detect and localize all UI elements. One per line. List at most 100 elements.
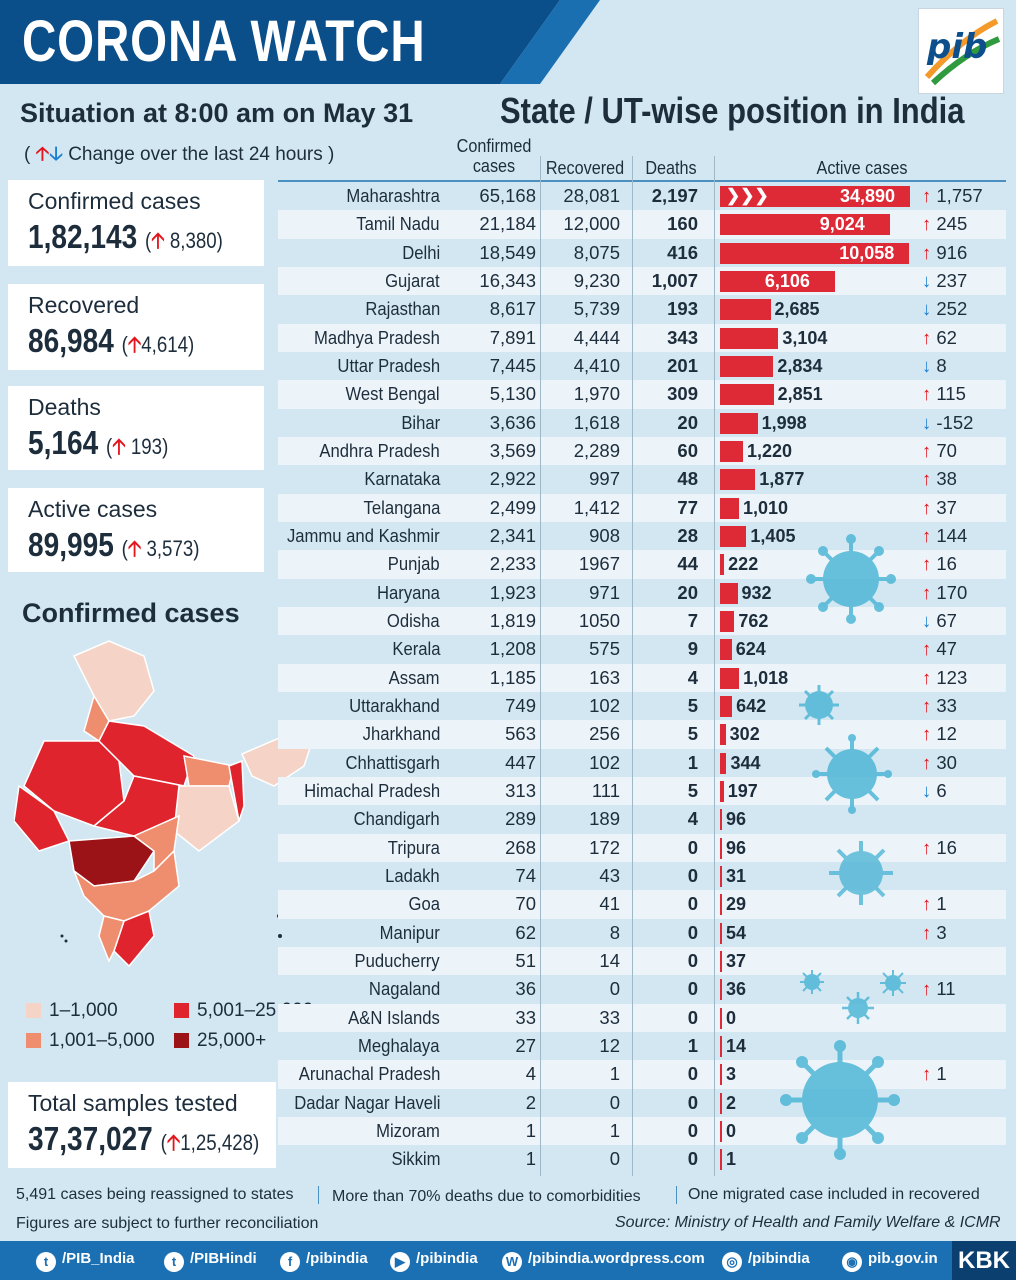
active-bar [720, 695, 733, 717]
arrow-up-icon: ↑ [922, 978, 932, 1000]
change-indicator: ↑ 115 [922, 380, 966, 408]
active-bar [720, 1064, 722, 1086]
deaths-value: 48 [677, 468, 698, 490]
social-link-twitter-hindi[interactable]: t/PIBHindi [164, 1250, 257, 1272]
active-value: 2 [726, 1092, 737, 1113]
social-link-twitter[interactable]: t/PIB_India [36, 1250, 135, 1272]
deaths-value: 5 [687, 723, 698, 745]
stat-change-value: 3,573 [146, 536, 194, 561]
confirmed-value: 1 [525, 1148, 536, 1170]
axis-break-icon: ❯❯❯ [726, 186, 769, 205]
active-value: 96 [726, 837, 747, 858]
change-indicator: ↑ 1 [922, 890, 947, 918]
legend-label: 1–1,000 [49, 1000, 118, 1021]
active-bar [720, 1092, 722, 1114]
social-handle: /pibindia [416, 1250, 478, 1267]
active-bar [720, 837, 722, 859]
social-link-facebook[interactable]: f/pibindia [280, 1250, 368, 1272]
arrow-up-icon: ↑ [922, 751, 932, 773]
recovered-value: 189 [589, 808, 620, 830]
confirmed-value: 18,549 [479, 241, 536, 263]
table-row: Rajasthan 8,617 5,739 193 2,685 ↓ 252 [278, 295, 1006, 323]
footer-note: 5,491 cases being reassigned to states [16, 1186, 294, 1203]
map-region-wb [228, 759, 245, 822]
state-name: Goa [408, 893, 440, 915]
recovered-value: 5,739 [573, 298, 620, 320]
active-bar [720, 582, 738, 604]
change-indicator: ↑ 3 [922, 919, 947, 947]
deaths-value: 20 [677, 411, 698, 433]
social-link-youtube[interactable]: ▶ /pibindia [390, 1250, 478, 1272]
change-value: 1 [931, 893, 947, 915]
active-value: 1,220 [746, 440, 792, 461]
change-value: 70 [931, 439, 957, 461]
col-header-text: Confirmed cases [456, 136, 532, 176]
facebook-icon: f [280, 1252, 300, 1272]
stat-label: Recovered [28, 292, 140, 318]
state-name: Punjab [388, 553, 440, 575]
table-row: Goa 70 41 0 29 ↑ 1 [278, 890, 1006, 919]
state-name: Jammu and Kashmir [287, 524, 440, 546]
confirmed-value: 21,184 [479, 213, 536, 235]
active-value: 624 [735, 639, 766, 660]
arrow-up-icon: ↑ [922, 383, 932, 405]
table-row: Nagaland 36 0 0 36 ↑ 11 [278, 975, 1006, 1003]
footer-note: Figures are subject to further reconcili… [16, 1215, 319, 1232]
arrow-up-icon: ↑ [922, 213, 932, 235]
active-value: 302 [729, 724, 760, 745]
change-indicator: ↑ 47 [922, 635, 957, 663]
recovered-value: 971 [589, 581, 620, 603]
recovered-value: 172 [589, 836, 620, 858]
deaths-value: 5 [687, 694, 698, 716]
arrow-up-icon: ↑ [922, 524, 932, 546]
recovered-value: 14 [599, 949, 620, 971]
recovered-value: 1967 [578, 553, 620, 575]
deaths-value: 309 [667, 383, 698, 405]
social-link-website[interactable]: ◉ pib.gov.in [842, 1250, 938, 1272]
state-name: Uttar Pradesh [337, 354, 440, 376]
legend-swatch [174, 1003, 189, 1018]
legend-item: 1,001–5,000 [26, 1030, 155, 1052]
state-name: Arunachal Pradesh [298, 1063, 440, 1085]
deaths-value: 0 [687, 836, 698, 858]
active-value: 29 [726, 894, 747, 915]
youtube-icon: ▶ [390, 1252, 410, 1272]
map-region-bihar [183, 755, 235, 787]
state-name: Gujarat [385, 269, 440, 291]
social-link-instagram[interactable]: ◎ /pibindia [722, 1250, 810, 1272]
arrow-up-icon: ↑ [922, 439, 932, 461]
pib-logo: pib [918, 8, 1004, 94]
confirmed-value: 268 [505, 836, 536, 858]
arrow-up-icon: ↑ [922, 638, 932, 660]
state-table: Confirmed cases Recovered Deaths Active … [278, 136, 1006, 1176]
change-value: 11 [931, 978, 956, 1000]
deaths-value: 0 [687, 864, 698, 886]
recovered-value: 102 [589, 751, 620, 773]
recovered-value: 12,000 [563, 213, 620, 235]
active-bar [720, 327, 779, 349]
social-link-wordpress[interactable]: W/pibindia.wordpress.com [502, 1250, 705, 1272]
state-name: Karnataka [364, 468, 440, 490]
stat-label: Confirmed cases [28, 188, 201, 214]
confirmed-value: 447 [505, 751, 536, 773]
table-row: Chandigarh 289 189 4 96 [278, 805, 1006, 833]
arrow-up-icon: ↑ [922, 185, 932, 206]
active-value: 10,058 [839, 242, 895, 263]
change-value: 115 [931, 383, 966, 405]
stat-number: 89,995 [28, 526, 114, 563]
confirmed-value: 2 [525, 1091, 536, 1113]
table-row: Jammu and Kashmir 2,341 908 28 1,405 ↑ 144 [278, 522, 1006, 550]
deaths-value: 7 [687, 609, 698, 631]
recovered-value: 8 [609, 921, 620, 943]
deaths-value: 44 [677, 553, 698, 575]
state-name: Madhya Pradesh [314, 326, 440, 348]
deaths-value: 343 [667, 326, 698, 348]
table-row: Puducherry 51 14 0 37 [278, 946, 1006, 976]
active-value: 344 [730, 752, 761, 773]
arrow-up-icon: ↑ [922, 694, 932, 716]
recovered-value: 0 [609, 1091, 620, 1113]
confirmed-value: 313 [505, 779, 536, 801]
change-value: 252 [931, 298, 968, 320]
table-row: Sikkim 1 0 0 1 [278, 1145, 1006, 1173]
